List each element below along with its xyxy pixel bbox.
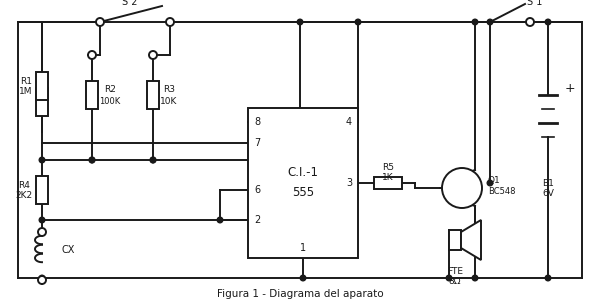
Text: Figura 1 - Diagrama del aparato: Figura 1 - Diagrama del aparato (217, 289, 383, 299)
Circle shape (442, 168, 482, 208)
Circle shape (526, 18, 534, 26)
Circle shape (472, 19, 478, 25)
Bar (248, 108, 358, 258)
Text: B1: B1 (542, 178, 554, 188)
Text: R2: R2 (104, 85, 116, 95)
Circle shape (300, 275, 306, 281)
Text: 8: 8 (254, 117, 260, 127)
Circle shape (217, 217, 223, 223)
Bar (36, 176, 48, 204)
Circle shape (487, 19, 493, 25)
Circle shape (39, 275, 45, 281)
Bar (449, 230, 461, 250)
Text: +: + (565, 82, 575, 95)
Circle shape (150, 157, 156, 163)
Circle shape (297, 19, 303, 25)
Circle shape (150, 157, 156, 163)
Circle shape (446, 275, 452, 281)
Text: 3: 3 (346, 178, 352, 188)
Text: 2: 2 (254, 215, 260, 225)
Circle shape (355, 19, 361, 25)
Text: 1M: 1M (19, 88, 33, 96)
Text: 4: 4 (346, 117, 352, 127)
Text: CX: CX (62, 245, 76, 255)
Text: BC548: BC548 (488, 188, 515, 196)
Circle shape (545, 275, 551, 281)
Circle shape (89, 157, 95, 163)
Text: R4: R4 (18, 181, 30, 189)
Text: 10K: 10K (160, 96, 178, 106)
Text: C.I.-1: C.I.-1 (287, 167, 319, 180)
Text: 555: 555 (292, 186, 314, 199)
Bar (147, 81, 159, 109)
Circle shape (38, 228, 46, 236)
Circle shape (149, 51, 157, 59)
Text: 6V: 6V (542, 189, 554, 199)
Text: 8Ω: 8Ω (449, 278, 461, 286)
Text: R3: R3 (163, 85, 175, 95)
Text: 1: 1 (300, 243, 306, 253)
Circle shape (487, 180, 493, 186)
Bar (36, 72, 48, 100)
Circle shape (88, 51, 96, 59)
Text: 7: 7 (254, 138, 260, 148)
Circle shape (96, 18, 104, 26)
Text: FTE: FTE (447, 267, 463, 277)
Text: 2K2: 2K2 (16, 192, 32, 200)
Text: S 2: S 2 (122, 0, 138, 7)
Circle shape (166, 18, 174, 26)
Text: 100K: 100K (100, 98, 121, 106)
Text: 1K: 1K (382, 173, 394, 181)
Text: Q1: Q1 (488, 175, 501, 185)
Bar (374, 177, 402, 189)
Circle shape (39, 217, 45, 223)
Text: S 1: S 1 (527, 0, 542, 7)
Circle shape (89, 157, 95, 163)
Circle shape (545, 19, 551, 25)
Circle shape (472, 275, 478, 281)
Text: 6: 6 (254, 185, 260, 195)
Polygon shape (461, 220, 481, 260)
Text: R1: R1 (20, 77, 32, 85)
Circle shape (38, 276, 46, 284)
Text: R5: R5 (382, 163, 394, 171)
Bar (36, 88, 48, 116)
Circle shape (39, 157, 45, 163)
Bar (86, 81, 98, 109)
